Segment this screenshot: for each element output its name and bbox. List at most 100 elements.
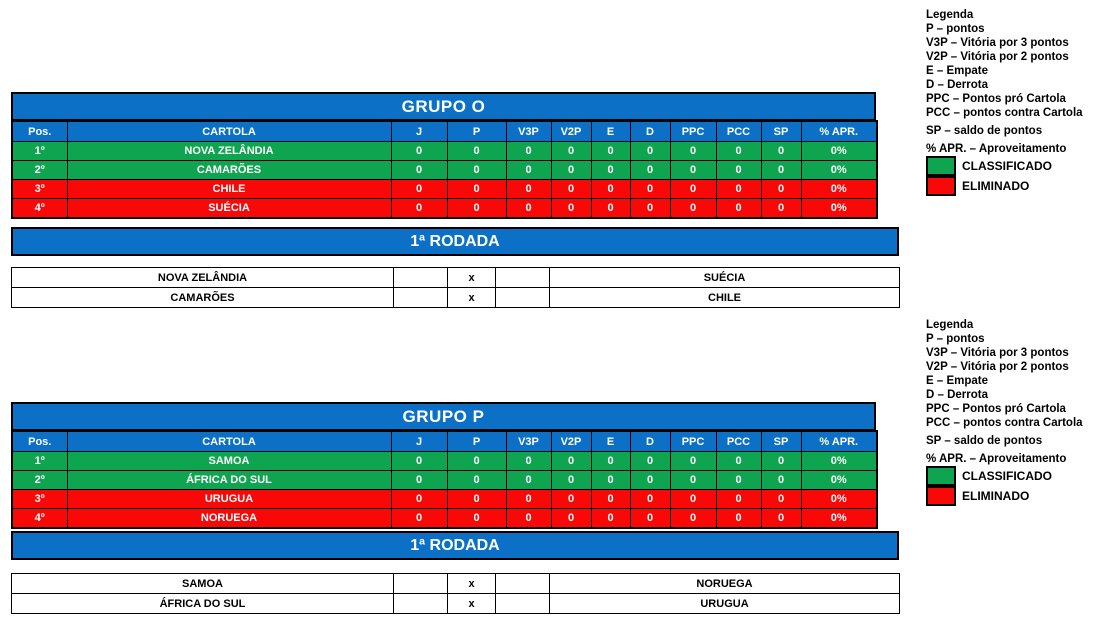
group-o-round-title: 1ª RODADA <box>11 227 899 256</box>
stat-cell: 0 <box>446 508 507 529</box>
stat-cell: 0% <box>800 141 878 161</box>
stat-cell: 0 <box>629 489 671 509</box>
legend-item: V2P – Vitória por 2 pontos <box>926 51 1069 63</box>
column-header: Pos. <box>11 120 68 142</box>
versus-cell: x <box>447 267 496 288</box>
column-header: PPC <box>669 430 717 452</box>
stat-cell: 0 <box>505 470 552 490</box>
stat-cell: 0 <box>390 489 448 509</box>
table-row: 4º NORUEGA 0 0 0 0 0 0 0 0 0 0% <box>11 508 878 529</box>
stat-cell: 0 <box>446 179 507 199</box>
stat-cell: 0 <box>760 198 802 219</box>
away-score-cell[interactable] <box>495 593 550 614</box>
stat-cell: 0 <box>715 141 762 161</box>
pos-cell: 4º <box>11 198 68 219</box>
standings-header-row: Pos. CARTOLA J P V3P V2P E D PPC PCC SP … <box>11 120 878 142</box>
team-cell: NOVA ZELÂNDIA <box>66 141 392 161</box>
stat-cell: 0 <box>669 160 717 180</box>
column-header: V3P <box>505 120 552 142</box>
column-header: PCC <box>715 120 762 142</box>
legend-item: D – Derrota <box>926 389 988 401</box>
stat-cell: 0 <box>505 160 552 180</box>
stat-cell: 0 <box>715 508 762 529</box>
home-score-cell[interactable] <box>393 593 448 614</box>
away-score-cell[interactable] <box>495 267 550 288</box>
versus-cell: x <box>447 287 496 308</box>
stat-cell: 0 <box>715 470 762 490</box>
legend-eliminated-row: ELIMINADO <box>926 176 1091 196</box>
stat-cell: 0 <box>505 141 552 161</box>
away-score-cell[interactable] <box>495 287 550 308</box>
column-header: CARTOLA <box>66 120 392 142</box>
stat-cell: 0 <box>760 470 802 490</box>
legend-item: PPC – Pontos pró Cartola <box>926 93 1066 105</box>
stat-cell: 0 <box>760 160 802 180</box>
table-row: 1º NOVA ZELÂNDIA 0 0 0 0 0 0 0 0 0 0% <box>11 141 878 161</box>
legend-item: SP – saldo de pontos <box>926 435 1043 447</box>
legend-item: V3P – Vitória por 3 pontos <box>926 37 1069 49</box>
classified-swatch-icon <box>926 156 956 176</box>
stat-cell: 0 <box>629 141 671 161</box>
stat-cell: 0 <box>629 508 671 529</box>
stat-cell: 0 <box>505 179 552 199</box>
stat-cell: 0 <box>550 141 592 161</box>
column-header: J <box>390 120 448 142</box>
column-header: P <box>446 430 507 452</box>
column-header: P <box>446 120 507 142</box>
match-row: SAMOA x NORUEGA <box>11 573 900 594</box>
stat-cell: 0 <box>760 489 802 509</box>
stat-cell: 0 <box>629 451 671 471</box>
stat-cell: 0 <box>715 198 762 219</box>
group-p-title: GRUPO P <box>11 402 876 431</box>
stat-cell: 0 <box>550 508 592 529</box>
table-row: 3º CHILE 0 0 0 0 0 0 0 0 0 0% <box>11 179 878 199</box>
away-team-cell: SUÉCIA <box>549 267 900 288</box>
stat-cell: 0 <box>715 451 762 471</box>
away-team-cell: URUGUA <box>549 593 900 614</box>
stat-cell: 0 <box>550 489 592 509</box>
home-score-cell[interactable] <box>393 573 448 594</box>
match-row: NOVA ZELÂNDIA x SUÉCIA <box>11 267 900 288</box>
pos-cell: 1º <box>11 451 68 471</box>
legend-eliminated-row: ELIMINADO <box>926 486 1091 506</box>
home-team-cell: NOVA ZELÂNDIA <box>11 267 394 288</box>
column-header: D <box>629 120 671 142</box>
stat-cell: 0 <box>390 179 448 199</box>
group-o-fixtures-table: NOVA ZELÂNDIA x SUÉCIA CAMARÕES x CHILE <box>11 267 900 308</box>
stat-cell: 0 <box>629 470 671 490</box>
home-team-cell: SAMOA <box>11 573 394 594</box>
home-score-cell[interactable] <box>393 267 448 288</box>
legend-item: % APR. – Aproveitamento <box>926 453 1067 465</box>
home-score-cell[interactable] <box>393 287 448 308</box>
column-header: D <box>629 430 671 452</box>
away-score-cell[interactable] <box>495 573 550 594</box>
pos-cell: 4º <box>11 508 68 529</box>
legend-item: V3P – Vitória por 3 pontos <box>926 347 1069 359</box>
stat-cell: 0 <box>390 198 448 219</box>
stat-cell: 0% <box>800 179 878 199</box>
stat-cell: 0 <box>629 198 671 219</box>
legend-item: P – pontos <box>926 333 985 345</box>
column-header: J <box>390 430 448 452</box>
stat-cell: 0% <box>800 489 878 509</box>
versus-cell: x <box>447 573 496 594</box>
column-header: Pos. <box>11 430 68 452</box>
eliminated-swatch-icon <box>926 176 956 196</box>
table-row: 1º SAMOA 0 0 0 0 0 0 0 0 0 0% <box>11 451 878 471</box>
team-cell: URUGUA <box>66 489 392 509</box>
stat-cell: 0 <box>390 141 448 161</box>
pos-cell: 2º <box>11 470 68 490</box>
stat-cell: 0 <box>446 160 507 180</box>
stat-cell: 0% <box>800 198 878 219</box>
stat-cell: 0 <box>550 198 592 219</box>
legend-item: % APR. – Aproveitamento <box>926 143 1067 155</box>
stat-cell: 0 <box>629 160 671 180</box>
team-cell: SAMOA <box>66 451 392 471</box>
stat-cell: 0 <box>590 198 631 219</box>
column-header: V3P <box>505 430 552 452</box>
legend-item: E – Empate <box>926 65 988 77</box>
stat-cell: 0 <box>590 141 631 161</box>
stat-cell: 0 <box>669 489 717 509</box>
legend-item: PPC – Pontos pró Cartola <box>926 403 1066 415</box>
legend-classified-row: CLASSIFICADO <box>926 156 1091 176</box>
